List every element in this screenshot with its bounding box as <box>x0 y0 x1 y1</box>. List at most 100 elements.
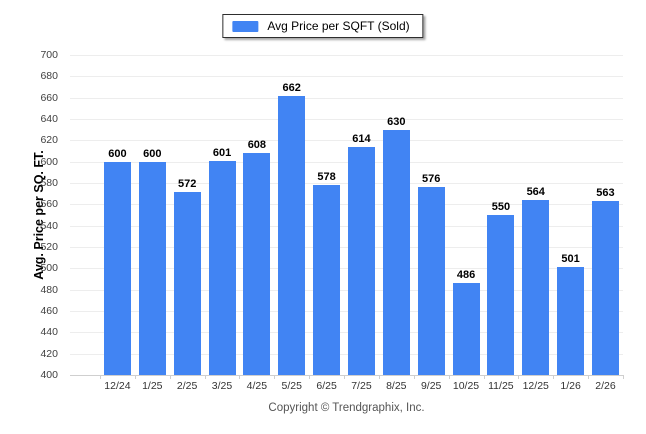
y-tick-label: 540 <box>40 219 58 232</box>
category-2-26: 563 2/26 <box>588 55 623 392</box>
y-tick-label: 480 <box>40 283 58 296</box>
bar-value-label: 630 <box>387 115 406 128</box>
x-tick-label: 2/25 <box>176 380 198 392</box>
y-tick-label: 520 <box>40 241 58 253</box>
category-12-24: 600 12/24 <box>100 55 135 392</box>
x-tick-label: 3/25 <box>211 380 233 392</box>
bar-value-label: 572 <box>177 177 197 190</box>
legend-swatch-icon <box>232 20 259 32</box>
axis-tick <box>100 375 101 379</box>
category-2-25: 572 2/25 <box>170 55 205 392</box>
x-tick-label: 10/25 <box>452 380 480 392</box>
y-tick-label: 600 <box>40 155 58 168</box>
gridline <box>70 161 623 163</box>
y-tick-label: 460 <box>40 305 58 317</box>
bar-value-label: 578 <box>317 171 336 184</box>
category-11-25: 550 11/25 <box>483 55 518 392</box>
gridline <box>70 289 623 291</box>
x-axis-ticks <box>100 375 624 379</box>
gridline <box>70 76 623 78</box>
bar-value-label: 600 <box>143 147 162 160</box>
y-axis-tick-labels: 400 420 440 460 480 500 520 540 560 580 600 620 640 6… <box>0 49 60 381</box>
bar-value-label: 501 <box>561 253 580 266</box>
axis-tick <box>378 375 380 379</box>
category-8-25: 630 8/25 <box>379 55 414 392</box>
axis-tick <box>204 375 206 379</box>
x-tick-label: 2/26 <box>595 380 616 392</box>
bar <box>313 185 341 375</box>
bar <box>347 146 375 375</box>
y-tick-label: 400 <box>40 369 58 381</box>
legend: Avg Price per SQFT (Sold) <box>222 14 424 38</box>
bar <box>278 95 306 375</box>
gridline <box>70 140 623 142</box>
x-tick-label: 4/25 <box>246 380 268 392</box>
gridline <box>70 97 623 99</box>
axis-tick <box>623 375 624 379</box>
bar <box>382 129 410 375</box>
bar-value-label: 486 <box>456 269 476 282</box>
y-tick-label: 440 <box>40 326 58 339</box>
bar-value-label: 662 <box>282 81 301 94</box>
gridline <box>70 268 623 270</box>
bar <box>591 201 619 375</box>
bar <box>452 283 480 375</box>
gridline <box>70 375 623 376</box>
axis-tick <box>483 375 485 379</box>
y-tick-label: 700 <box>40 49 58 61</box>
plot-area: 600 12/24 600 1/25 572 2/25 601 3/25 608 4/25 662 5… <box>70 55 624 392</box>
x-tick-label: 9/25 <box>420 380 442 392</box>
x-tick-label: 1/25 <box>142 380 163 392</box>
axis-tick <box>134 375 136 379</box>
x-tick-label: 7/25 <box>351 380 372 392</box>
category-10-25: 486 10/25 <box>449 55 484 392</box>
bar <box>208 160 236 375</box>
y-tick-label: 640 <box>40 113 58 125</box>
gridline <box>70 311 623 312</box>
bar-value-label: 564 <box>526 186 545 199</box>
category-4-25: 608 4/25 <box>239 55 274 392</box>
y-tick-label: 680 <box>40 70 58 83</box>
y-tick-label: 560 <box>40 198 58 211</box>
bar-value-label: 563 <box>596 187 615 200</box>
axis-tick <box>588 375 590 379</box>
y-tick-label: 420 <box>40 347 58 360</box>
bar-value-label: 614 <box>352 132 371 145</box>
axis-tick <box>518 375 520 379</box>
category-6-25: 578 6/25 <box>309 55 344 392</box>
gridline <box>70 225 623 227</box>
x-tick-label: 6/25 <box>316 380 337 392</box>
legend-label: Avg Price per SQFT (Sold) <box>267 19 410 33</box>
y-tick-label: 660 <box>40 91 58 104</box>
axis-tick <box>413 375 415 379</box>
category-9-25: 576 9/25 <box>414 55 449 392</box>
category-1-25: 600 1/25 <box>135 55 170 392</box>
gridline <box>70 204 623 206</box>
bar-value-label: 576 <box>421 173 441 186</box>
gridline <box>70 119 623 120</box>
x-tick-label: 8/25 <box>386 380 407 392</box>
copyright-text: Copyright © Trendgraphix, Inc. <box>268 402 425 414</box>
axis-tick <box>169 375 171 379</box>
axis-tick <box>553 375 555 379</box>
bar-value-label: 608 <box>247 139 267 152</box>
bar <box>173 191 201 375</box>
bar-value-label: 601 <box>212 146 232 159</box>
y-tick-label: 580 <box>40 177 58 189</box>
bar <box>138 161 166 375</box>
axis-tick <box>448 375 450 379</box>
axis-tick <box>274 375 276 379</box>
bar <box>557 267 585 375</box>
x-tick-label: 12/25 <box>522 380 549 392</box>
y-tick-label: 500 <box>40 262 58 275</box>
axis-tick <box>344 375 346 379</box>
axis-tick <box>309 375 311 379</box>
bars-area: 600 12/24 600 1/25 572 2/25 601 3/25 608 4/25 662 5… <box>70 55 623 392</box>
bar-value-label: 550 <box>491 201 511 213</box>
gridline <box>70 55 623 56</box>
gridline <box>70 353 623 355</box>
category-12-25: 564 12/25 <box>518 55 553 392</box>
bar-value-label: 600 <box>108 147 127 160</box>
x-tick-label: 12/24 <box>104 380 131 392</box>
gridline <box>70 183 623 184</box>
